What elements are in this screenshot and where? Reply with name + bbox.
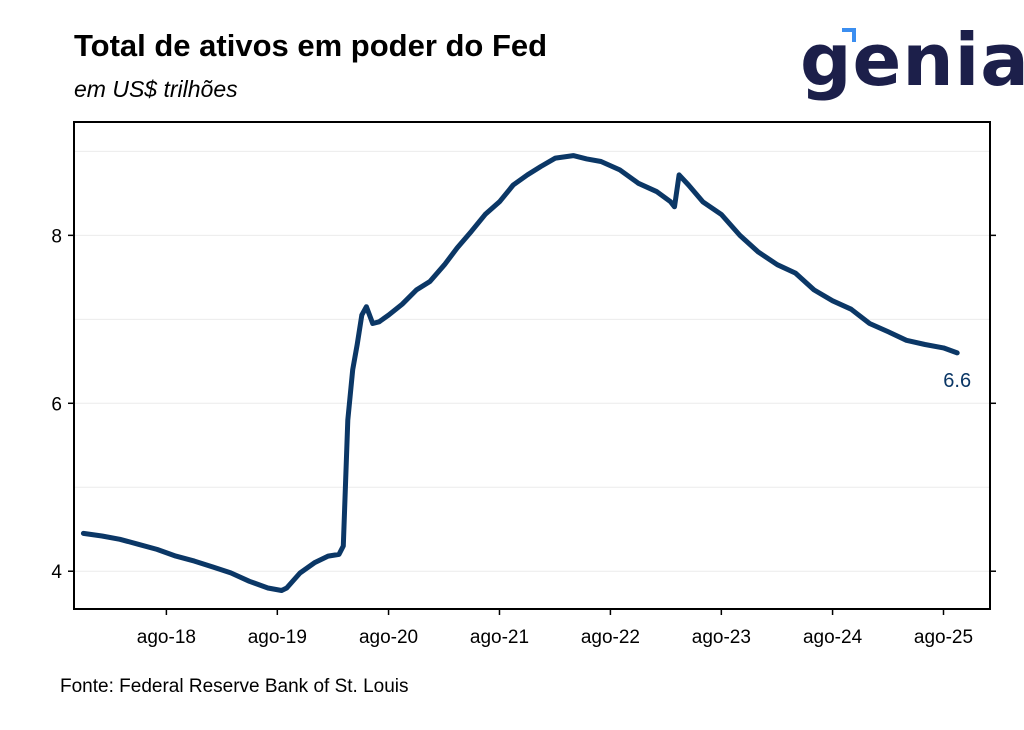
- plot-frame: [73, 121, 991, 610]
- y-axis-ticks: 4 6 8: [51, 226, 996, 583]
- last-value-label: 6.6: [943, 370, 971, 392]
- genial-logo: genial: [800, 18, 1024, 104]
- x-tick-label: ago-23: [692, 627, 751, 648]
- annotations: 6.6: [943, 370, 971, 392]
- x-tick-label: ago-22: [581, 627, 640, 648]
- chart-title: Total de ativos em poder do Fed: [74, 28, 548, 63]
- logo-accent-icon: [842, 28, 856, 42]
- gridlines: [74, 150, 990, 572]
- x-tick-label: ago-20: [359, 627, 418, 648]
- x-tick-label: ago-24: [803, 627, 863, 648]
- logo-text: genial: [800, 18, 1024, 102]
- x-tick-label: ago-19: [248, 627, 307, 648]
- source-note: Fonte: Federal Reserve Bank of St. Louis: [60, 676, 409, 697]
- x-tick-label: ago-21: [470, 627, 529, 648]
- x-tick-label: ago-25: [914, 627, 973, 648]
- y-tick-label: 4: [51, 562, 62, 583]
- x-axis-ticks: ago-18 ago-19 ago-20 ago-21 ago-22 ago-23 ago-…: [137, 609, 973, 648]
- series-line: [80, 153, 960, 593]
- x-tick-label: ago-18: [137, 627, 196, 648]
- chart-subtitle: em US$ trilhões: [74, 76, 238, 102]
- series-group: [80, 153, 960, 593]
- y-tick-label: 8: [51, 226, 62, 247]
- y-tick-label: 6: [51, 394, 62, 415]
